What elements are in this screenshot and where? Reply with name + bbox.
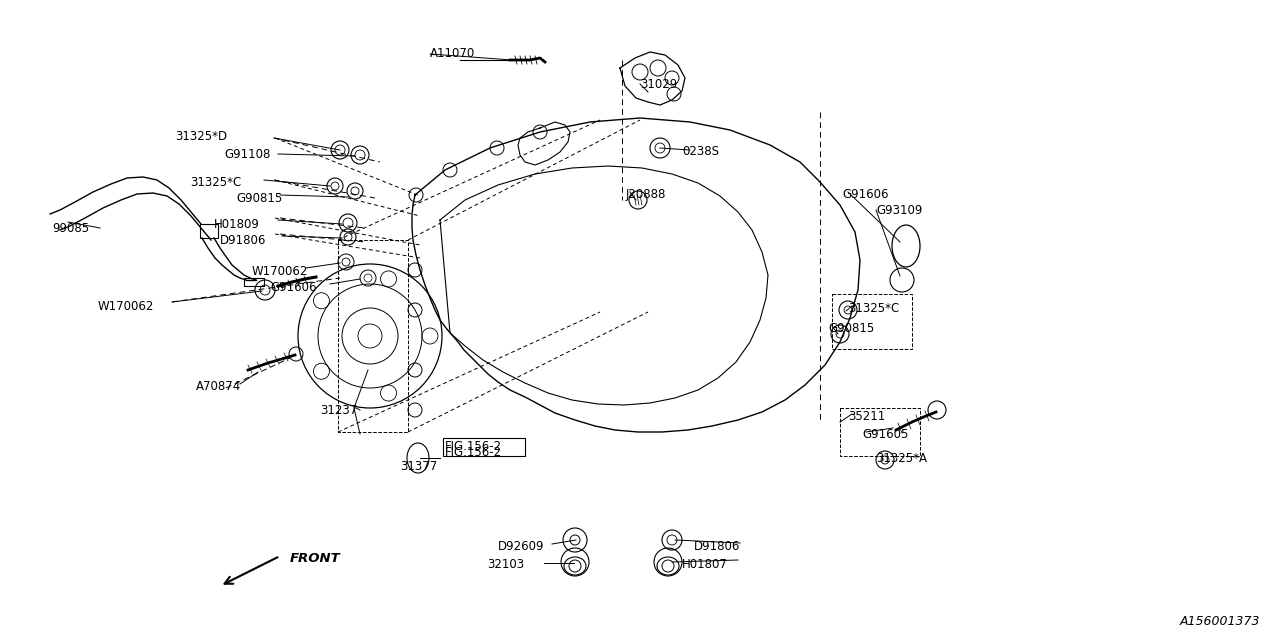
Text: 31325*A: 31325*A [876, 452, 927, 465]
Text: D91806: D91806 [694, 540, 740, 553]
Text: G90815: G90815 [828, 322, 874, 335]
Bar [840, 408, 920, 456]
Bar [832, 294, 911, 349]
Text: D91806: D91806 [220, 234, 266, 247]
Text: G91108: G91108 [224, 148, 270, 161]
Text: G91606: G91606 [842, 188, 888, 201]
Text: G91606: G91606 [270, 281, 316, 294]
Text: G91605: G91605 [861, 428, 909, 441]
Text: FRONT: FRONT [291, 552, 340, 564]
Text: 0238S: 0238S [682, 145, 719, 158]
Text: 32103: 32103 [486, 558, 524, 571]
Text: A70874: A70874 [196, 380, 241, 393]
Text: A11070: A11070 [430, 47, 475, 60]
Text: 31029: 31029 [640, 78, 677, 91]
Bar [244, 278, 264, 286]
Text: 31325*D: 31325*D [175, 130, 227, 143]
Text: G93109: G93109 [876, 204, 923, 217]
Circle shape [358, 324, 381, 348]
Text: 31237: 31237 [320, 404, 357, 417]
Text: W170062: W170062 [252, 265, 308, 278]
Text: 99085: 99085 [52, 222, 90, 235]
Text: J20888: J20888 [626, 188, 667, 201]
Text: 31325*C: 31325*C [849, 302, 900, 315]
Bar [443, 438, 525, 456]
Text: 31325*C: 31325*C [189, 176, 241, 189]
Text: D92609: D92609 [498, 540, 544, 553]
Text: A156001373: A156001373 [1179, 615, 1260, 628]
Text: W170062: W170062 [99, 300, 155, 313]
Text: 35211: 35211 [849, 410, 886, 423]
Text: FIG.156-2: FIG.156-2 [445, 446, 502, 459]
Text: G90815: G90815 [236, 192, 283, 205]
Text: H01807: H01807 [682, 558, 728, 571]
Text: 31377: 31377 [399, 460, 438, 473]
Bar [200, 224, 218, 238]
Text: FIG.156-2: FIG.156-2 [445, 440, 502, 453]
Text: H01809: H01809 [214, 218, 260, 231]
